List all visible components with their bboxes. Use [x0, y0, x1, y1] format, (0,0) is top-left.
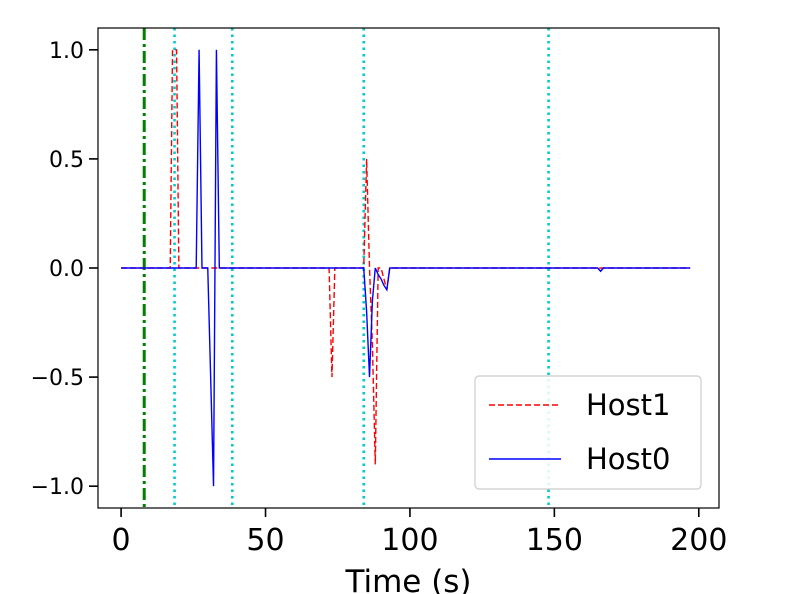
- x-tick-label: 0: [112, 523, 131, 558]
- legend: Host1 Host0: [474, 375, 702, 490]
- legend-label-host1: Host1: [586, 388, 670, 422]
- x-tick-label: 50: [246, 523, 284, 558]
- x-axis: 0 50 100 150 200: [112, 508, 727, 558]
- y-axis: −1.0 −0.5 0.0 0.5 1.0: [31, 39, 98, 500]
- x-tick-label: 150: [526, 523, 583, 558]
- y-tick-label: 0.5: [49, 148, 84, 173]
- y-tick-label: −0.5: [31, 366, 84, 391]
- plot-area: [121, 28, 691, 508]
- legend-box: [474, 375, 702, 490]
- x-axis-label: Time (s): [344, 564, 471, 594]
- series-line-host1: [121, 49, 691, 465]
- y-tick-label: 1.0: [49, 39, 84, 64]
- legend-label-host0: Host0: [586, 442, 670, 476]
- y-tick-label: 0.0: [49, 257, 84, 282]
- y-tick-label: −1.0: [31, 475, 84, 500]
- x-tick-label: 100: [381, 523, 438, 558]
- series-line-host0: [121, 49, 691, 487]
- x-tick-label: 200: [670, 523, 727, 558]
